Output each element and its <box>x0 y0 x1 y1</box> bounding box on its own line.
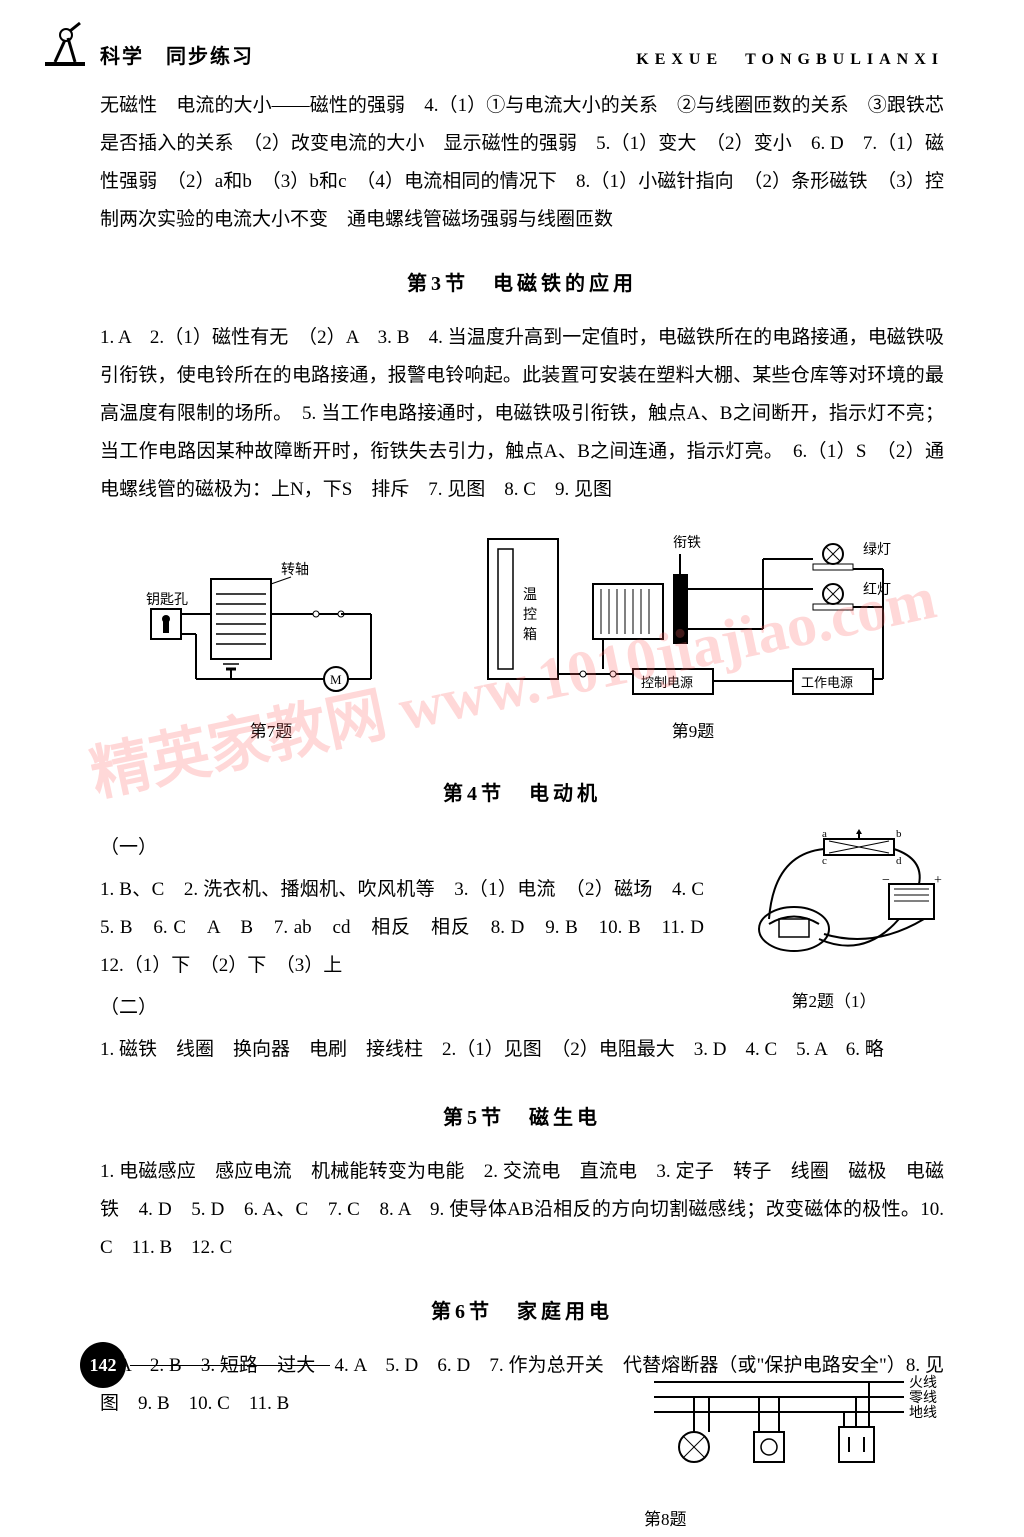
page-number: 142 <box>80 1342 126 1388</box>
svg-text:d: d <box>896 855 902 867</box>
header-title-left: 科学 同步练习 <box>100 40 254 69</box>
page-header: 科学 同步练习 KEXUE TONGBULIANXI <box>100 40 944 69</box>
label-keyhole: 钥匙孔 <box>146 592 188 608</box>
label-neutral: 零线 <box>909 1390 937 1406</box>
header-title-right: KEXUE TONGBULIANXI <box>636 45 944 69</box>
diagram-q8: 火线 零线 地线 第8题 <box>644 1367 944 1537</box>
section3-body: 1. A 2.（1）磁性有无 （2）A 3. B 4. 当温度升高到一定值时，电… <box>100 319 944 509</box>
section5-title: 第5节 磁生电 <box>100 1098 944 1138</box>
svg-text:+: + <box>934 873 942 888</box>
diagram-q7: 钥匙孔 转轴 <box>141 539 401 749</box>
diagram-q9: 温 控 箱 衔铁 控制电源 <box>483 529 903 749</box>
intro-paragraph: 无磁性 电流的大小——磁性的强弱 4.（1）①与电流大小的关系 ②与线圈匝数的关… <box>100 87 944 239</box>
diagram-q2-1: a b c d − + 第2题（1） <box>724 829 944 1019</box>
section3-title: 第3节 电磁铁的应用 <box>100 264 944 304</box>
label-armature: 衔铁 <box>673 535 701 551</box>
svg-text:控: 控 <box>523 607 537 623</box>
main-content: 无磁性 电流的大小——磁性的强弱 4.（1）①与电流大小的关系 ②与线圈匝数的关… <box>100 87 944 1423</box>
svg-text:a: a <box>822 829 827 840</box>
label-green: 绿灯 <box>863 542 891 558</box>
section6-title: 第6节 家庭用电 <box>100 1292 944 1332</box>
svg-text:c: c <box>822 855 827 867</box>
label-shaft: 转轴 <box>281 562 309 578</box>
section3-diagrams: 钥匙孔 转轴 <box>100 529 944 749</box>
label-work-power: 工作电源 <box>801 675 853 690</box>
section4-sub2-body: 1. 磁铁 线圈 换向器 电刷 接线柱 2.（1）见图 （2）电阻最大 3. D… <box>100 1031 944 1069</box>
svg-text:−: − <box>882 873 890 888</box>
page-line <box>130 1365 330 1366</box>
label-red: 红灯 <box>863 582 891 598</box>
svg-text:b: b <box>896 829 902 840</box>
caption-q2-1: 第2题（1） <box>724 985 944 1019</box>
caption-q7: 第7题 <box>141 715 401 749</box>
svg-text:箱: 箱 <box>523 627 537 643</box>
caption-q9: 第9题 <box>483 715 903 749</box>
caption-q8: 第8题 <box>644 1503 944 1537</box>
section5-body: 1. 电磁感应 感应电流 机械能转变为电能 2. 交流电 直流电 3. 定子 转… <box>100 1153 944 1267</box>
svg-text:M: M <box>330 672 342 687</box>
label-ground: 地线 <box>909 1405 937 1421</box>
logo-icon <box>40 20 90 70</box>
label-ctrl-power: 控制电源 <box>641 675 693 690</box>
svg-text:温: 温 <box>523 587 537 603</box>
section4-title: 第4节 电动机 <box>100 774 944 814</box>
